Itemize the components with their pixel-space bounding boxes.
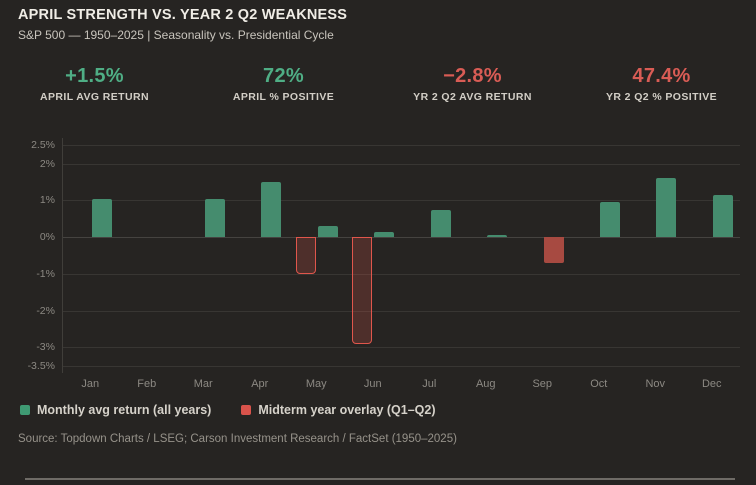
- x-tick-label-may: May: [305, 378, 327, 390]
- stat-label: YR 2 Q2 % POSITIVE: [605, 91, 718, 103]
- stat-value: 47.4%: [632, 65, 691, 87]
- chart-header: APRIL STRENGTH VS. YEAR 2 Q2 WEAKNESS S&…: [0, 0, 756, 42]
- gridline--3%: [63, 347, 740, 349]
- x-tick-label-jul: Jul: [422, 378, 437, 390]
- y-tick-label--3%: -3%: [36, 341, 55, 354]
- stat-yr2q2-pct-positive: 47.4% YR 2 Q2 % POSITIVE: [567, 65, 756, 103]
- page-subtitle: S&P 500 — 1950–2025 | Seasonality vs. Pr…: [18, 28, 334, 42]
- x-tick-label-mar: Mar: [193, 378, 213, 390]
- x-tick-label-feb: Feb: [137, 378, 157, 390]
- gridline-2.5%: [63, 145, 740, 147]
- legend-item-monthly-avg: Monthly avg return (all years): [20, 403, 211, 417]
- red-swatch-icon: [241, 405, 252, 415]
- stat-value: −2.8%: [443, 65, 502, 87]
- stat-april-avg-return: +1.5% APRIL AVG RETURN: [0, 65, 189, 103]
- stat-label: YR 2 Q2 AVG RETURN: [413, 91, 532, 103]
- y-tick-label-0%: 0%: [39, 231, 55, 244]
- x-tick-label-jun: Jun: [363, 378, 382, 390]
- gridline--3.5%: [63, 365, 740, 367]
- x-tick-label-apr: Apr: [251, 378, 269, 390]
- bottom-divider: [25, 478, 735, 480]
- x-tick-label-jan: Jan: [81, 378, 100, 390]
- stat-april-pct-positive: 72% APRIL % POSITIVE: [189, 65, 378, 103]
- x-tick-label-nov: Nov: [645, 378, 666, 390]
- page-title: APRIL STRENGTH VS. YEAR 2 Q2 WEAKNESS: [18, 7, 348, 23]
- x-tick-label-oct: Oct: [590, 378, 608, 390]
- y-tick-label-2.5%: 2.5%: [31, 139, 55, 152]
- bar-monthly-oct: [599, 202, 620, 238]
- stat-value: 72%: [263, 65, 304, 87]
- x-axis: Jan Feb Mar Apr May Jun Jul Aug Sep Oct Nov Dec: [62, 378, 740, 390]
- y-tick-label--3.5%: -3.5%: [27, 359, 55, 372]
- gridline--2%: [63, 310, 740, 312]
- y-tick-label--2%: -2%: [36, 304, 55, 317]
- bar-monthly-aug: [487, 235, 508, 238]
- x-tick-label-aug: Aug: [475, 378, 496, 390]
- y-tick-label--1%: -1%: [36, 267, 55, 280]
- legend-label: Monthly avg return (all years): [37, 403, 212, 417]
- stat-value: +1.5%: [65, 65, 124, 87]
- stat-label: APRIL AVG RETURN: [40, 91, 149, 103]
- source-attribution: Source: Topdown Charts / LSEG; Carson In…: [18, 433, 457, 445]
- bar-monthly-mar: [205, 198, 226, 238]
- legend-label: Midterm year overlay (Q1–Q2): [258, 403, 436, 417]
- gridline-1%: [63, 200, 740, 202]
- plot-area: [62, 138, 740, 373]
- stat-yr2q2-avg-return: −2.8% YR 2 Q2 AVG RETURN: [378, 65, 567, 103]
- gridline-0%: [63, 237, 740, 239]
- green-swatch-icon: [20, 405, 30, 415]
- bar-monthly-dec: [712, 194, 733, 238]
- bar-chart: Jan Feb Mar Apr May Jun Jul Aug Sep Oct Nov Dec 2.5…: [0, 138, 756, 392]
- bar-overlay-may: [295, 237, 316, 274]
- bar-monthly-jun: [374, 231, 395, 238]
- bar-overlay-jun: [352, 237, 373, 344]
- legend-item-midterm-overlay: Midterm year overlay (Q1–Q2): [241, 403, 436, 417]
- stat-row: +1.5% APRIL AVG RETURN 72% APRIL % POSIT…: [0, 65, 756, 103]
- x-tick-label-sep: Sep: [532, 378, 553, 390]
- x-tick-label-dec: Dec: [701, 378, 722, 390]
- bar-monthly-jan: [92, 198, 113, 238]
- chart-legend: Monthly avg return (all years) Midterm y…: [20, 403, 756, 417]
- gridline--1%: [63, 273, 740, 275]
- y-tick-label-2%: 2%: [39, 157, 55, 170]
- bar-monthly-jul: [430, 209, 451, 238]
- stat-label: APRIL % POSITIVE: [232, 91, 335, 103]
- gridline-2%: [63, 163, 740, 165]
- bar-monthly-apr: [261, 182, 282, 238]
- bar-monthly-may: [317, 226, 338, 238]
- bar-monthly-sep: [543, 237, 564, 263]
- y-tick-label-1%: 1%: [39, 194, 55, 207]
- bar-monthly-nov: [656, 178, 677, 238]
